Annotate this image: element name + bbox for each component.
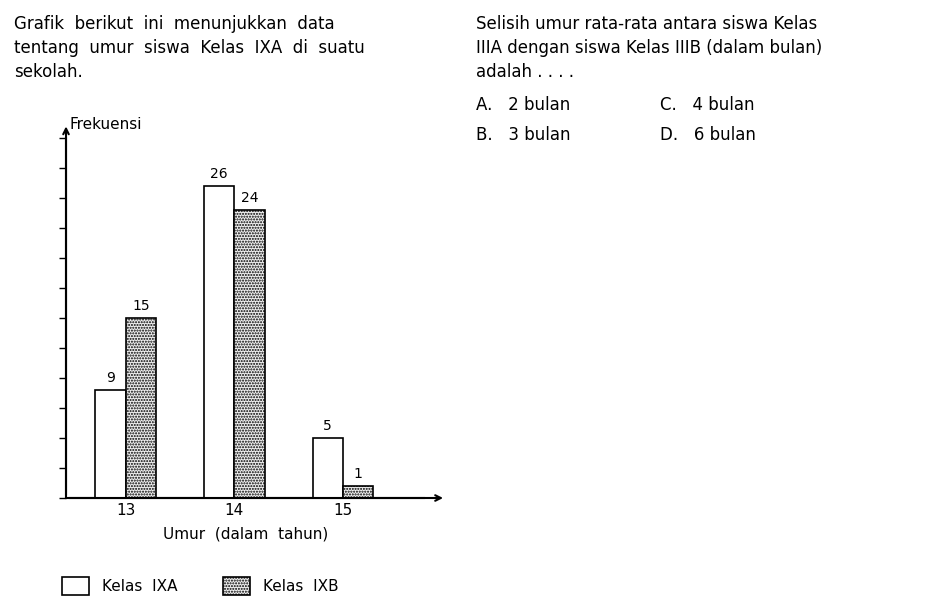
Text: sekolah.: sekolah. [14, 63, 83, 81]
Bar [234, 210, 265, 498]
Text: 9: 9 [107, 371, 115, 385]
Text: tentang  umur  siswa  Kelas  IXA  di  suatu: tentang umur siswa Kelas IXA di suatu [14, 39, 365, 57]
Text: C.   4 bulan: C. 4 bulan [660, 96, 754, 114]
Text: Grafik  berikut  ini  menunjukkan  data: Grafik berikut ini menunjukkan data [14, 15, 335, 33]
Bar [343, 486, 373, 498]
Text: Selisih umur rata-rata antara siswa Kelas: Selisih umur rata-rata antara siswa Kela… [476, 15, 818, 33]
Text: 24: 24 [240, 191, 258, 205]
Text: IIIA dengan siswa Kelas IIIB (dalam bulan): IIIA dengan siswa Kelas IIIB (dalam bula… [476, 39, 822, 57]
Legend: Kelas  IXA, Kelas  IXB: Kelas IXA, Kelas IXB [56, 571, 344, 600]
Text: Frekuensi: Frekuensi [69, 117, 141, 132]
X-axis label: Umur  (dalam  tahun): Umur (dalam tahun) [162, 526, 328, 541]
Text: D.   6 bulan: D. 6 bulan [660, 126, 756, 144]
Text: 26: 26 [210, 167, 228, 181]
Text: 5: 5 [323, 419, 332, 433]
Text: 1: 1 [354, 467, 362, 481]
Bar [312, 438, 343, 498]
Text: B.   3 bulan: B. 3 bulan [476, 126, 571, 144]
Text: A.   2 bulan: A. 2 bulan [476, 96, 571, 114]
Bar [95, 390, 125, 498]
Text: 15: 15 [132, 299, 150, 313]
Text: adalah . . . .: adalah . . . . [476, 63, 574, 81]
Bar [204, 186, 234, 498]
Bar [125, 318, 157, 498]
